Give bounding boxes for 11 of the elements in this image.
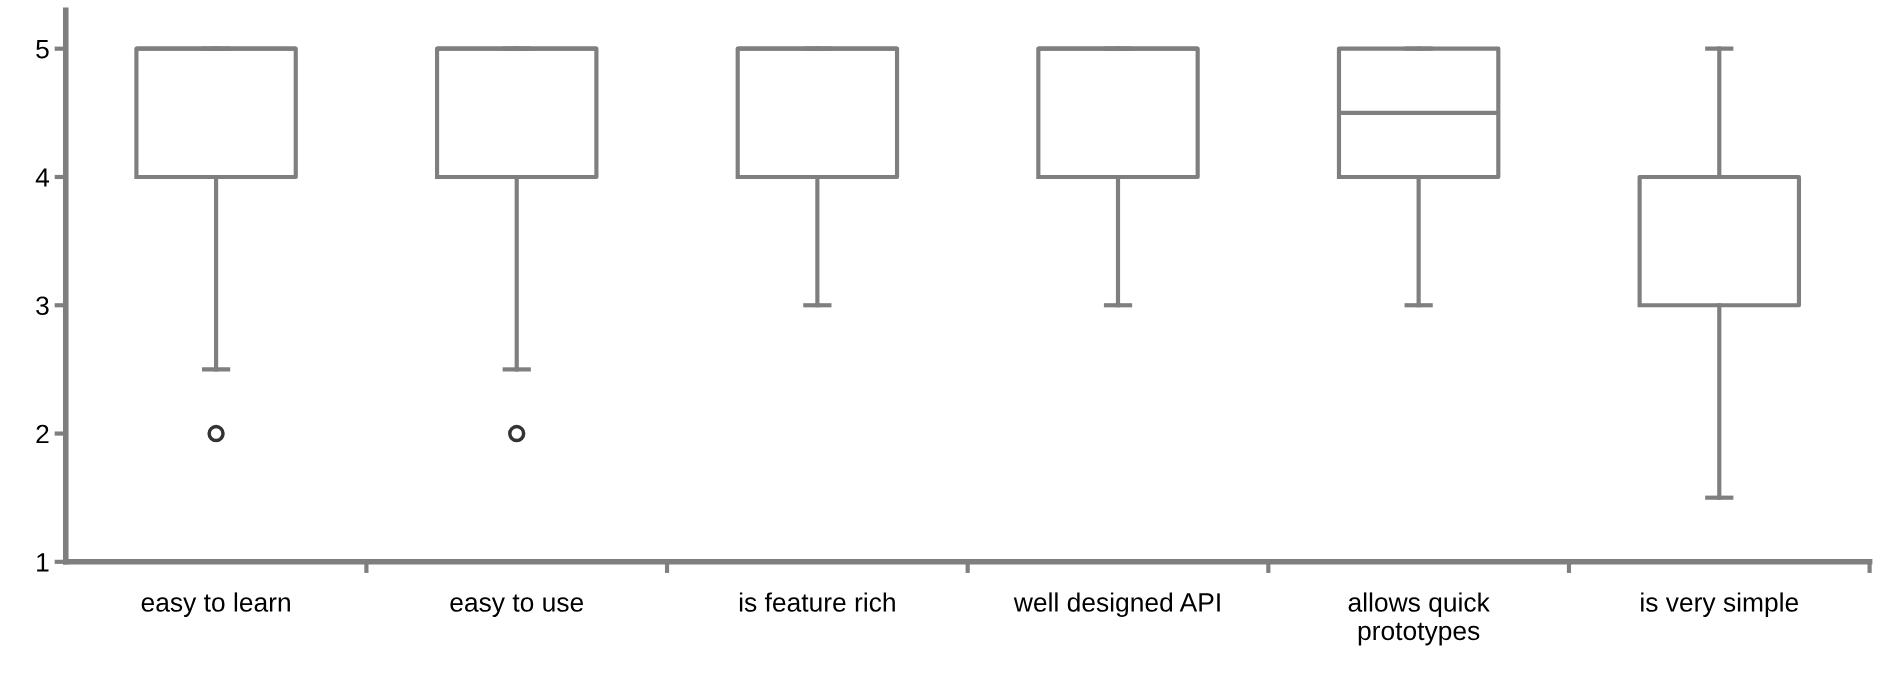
- y-tick-label: 1: [37, 553, 49, 572]
- x-tick-label: is feature rich: [739, 592, 895, 612]
- y-tick-label: 5: [36, 40, 49, 59]
- x-tick-label: allows quick prototypes: [1348, 592, 1490, 646]
- y-tick-label: 2: [36, 424, 49, 444]
- x-tick-label: well designed API: [1013, 592, 1220, 617]
- y-tick-label: 3: [36, 296, 49, 316]
- y-tick-label: 4: [35, 168, 50, 187]
- x-tick-label: is very simple: [1641, 592, 1799, 617]
- x-tick-label: easy to use: [450, 594, 584, 617]
- x-tick-label: easy to learn: [141, 592, 290, 617]
